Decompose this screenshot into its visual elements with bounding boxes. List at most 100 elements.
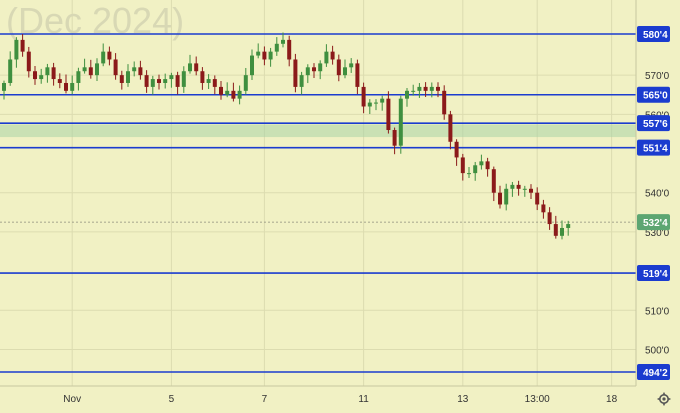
candle-body <box>70 82 75 91</box>
candle-body <box>535 192 540 205</box>
candle-body <box>324 51 329 64</box>
candle-body <box>206 79 211 83</box>
candle-body <box>26 51 31 72</box>
level-badge-bg <box>637 86 670 103</box>
level-badge: 580'4 <box>643 30 668 41</box>
candle-body <box>175 75 180 87</box>
level-badge: 557'6 <box>643 119 668 130</box>
candle-body <box>498 192 502 205</box>
candle-body <box>343 67 347 76</box>
candle-body <box>181 71 186 87</box>
candle-body <box>101 51 106 64</box>
candle-body <box>39 75 44 80</box>
x-tick-label: 5 <box>169 394 175 405</box>
x-tick-label: 11 <box>358 394 369 405</box>
candle-body <box>163 79 168 83</box>
candle-body <box>237 90 242 99</box>
x-axis-background <box>0 386 636 413</box>
candle-body <box>529 188 533 193</box>
highlight-band-rect <box>0 124 636 138</box>
candle-body <box>256 51 261 56</box>
candle-body <box>473 165 478 174</box>
watermark-title: (Dec 2024) <box>6 0 184 41</box>
gear-icon[interactable] <box>653 390 675 408</box>
highlight-band <box>0 124 636 138</box>
candle-body <box>485 161 490 170</box>
candle-body <box>305 67 310 76</box>
candle-body <box>51 67 56 80</box>
candle-body <box>504 188 509 205</box>
x-tick-label: 13 <box>457 394 469 405</box>
candle-body <box>423 86 428 91</box>
y-tick-label: 500'0 <box>645 345 670 356</box>
y-axis-background <box>636 0 680 413</box>
candle-body <box>144 75 149 87</box>
candle-body <box>491 169 496 193</box>
price-badges: 580'4 565'0 557'6 551'4 519'4 494'2 532'4 <box>637 26 670 380</box>
candle-body <box>57 79 62 83</box>
level-badge-bg <box>637 265 670 282</box>
candle-body <box>380 98 385 103</box>
candle-body <box>33 71 37 80</box>
horizontal-levels <box>0 33 636 373</box>
y-tick-label: 540'0 <box>645 189 670 200</box>
candle-body <box>107 51 112 60</box>
candle-body <box>194 63 199 72</box>
candle-body <box>157 79 161 83</box>
y-tick-label: 530'0 <box>645 228 670 239</box>
candle-body <box>82 67 87 72</box>
last-price-badge: 532'4 <box>643 218 668 229</box>
candle-body <box>361 86 366 107</box>
candle-body <box>231 90 236 99</box>
candle-body <box>200 71 205 83</box>
candle-body <box>95 63 99 76</box>
candle-body <box>88 67 93 76</box>
candle-body <box>219 86 223 95</box>
candle-body <box>510 184 515 189</box>
candle-body <box>436 86 440 91</box>
candle-body <box>547 212 552 225</box>
candle-body <box>150 79 155 87</box>
candle-body <box>411 90 416 92</box>
candle-body <box>386 98 391 131</box>
candle-body <box>417 86 422 91</box>
candle-body <box>169 75 174 80</box>
candle-body <box>560 227 564 236</box>
candle-body <box>460 157 465 174</box>
candle-body <box>318 63 323 72</box>
candle-body <box>454 141 459 158</box>
candle-body <box>349 63 354 68</box>
candle-body <box>553 224 558 236</box>
candle-body <box>268 51 273 60</box>
candle-body <box>188 63 192 72</box>
candle-body <box>76 71 81 83</box>
candle-body <box>119 75 124 83</box>
level-badge-bg <box>637 364 670 380</box>
candle-body <box>225 90 230 95</box>
candle-body <box>522 188 527 190</box>
candle-body <box>262 51 267 60</box>
candle-body <box>113 59 118 76</box>
grid-layer <box>0 0 636 386</box>
candle-body <box>287 39 292 60</box>
level-badge: 565'0 <box>643 91 668 102</box>
candle-body <box>405 90 409 99</box>
candle-body <box>14 39 19 60</box>
candle-body <box>330 51 335 60</box>
candle-body <box>45 67 50 76</box>
candle-body <box>566 224 571 228</box>
level-badge-bg <box>637 115 670 132</box>
y-tick-label: 510'0 <box>645 306 670 317</box>
candle-body <box>8 59 13 83</box>
candle-body <box>126 71 130 83</box>
candle-body <box>312 67 316 72</box>
candle-body <box>20 39 25 52</box>
candle-body <box>299 75 304 87</box>
candle-body <box>479 161 484 166</box>
candle-body <box>138 67 143 76</box>
x-axis: Nov 5 7 11 13 13:00 18 <box>0 385 636 413</box>
candle-body <box>281 39 285 44</box>
candle-body <box>293 59 298 87</box>
